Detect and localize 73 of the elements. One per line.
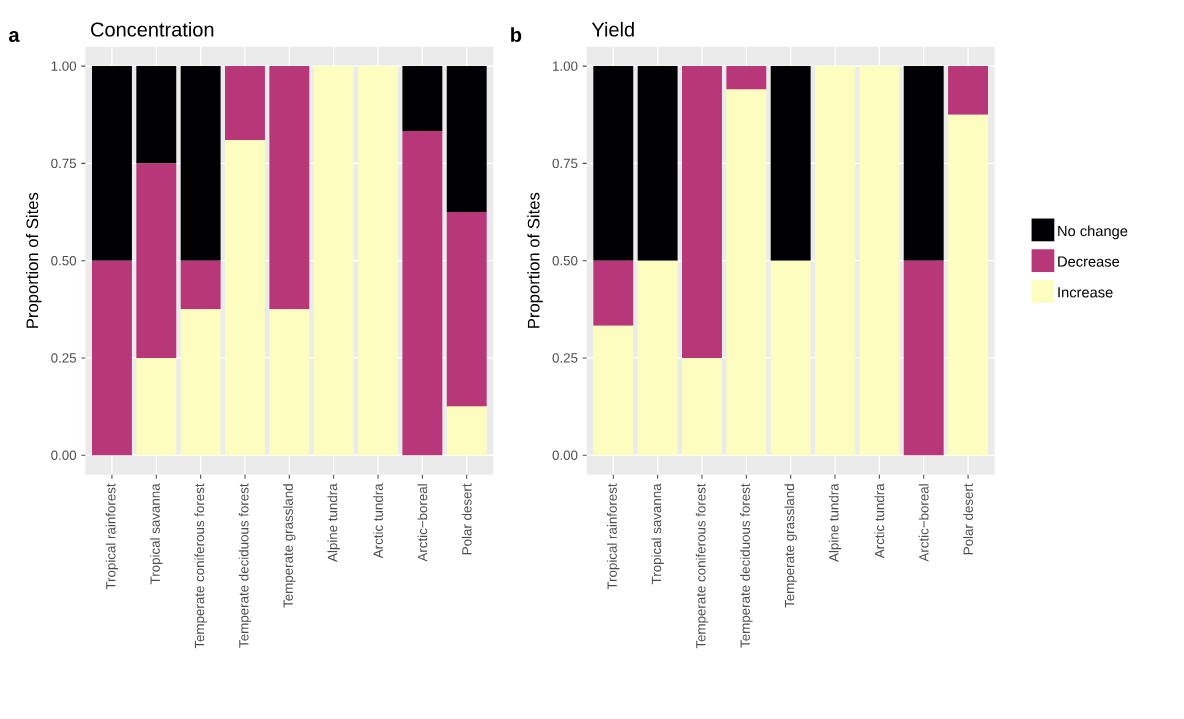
x-tick-label: Polar desert [461,483,472,555]
x-tick-label: Tropical rainforest [607,483,620,590]
bar [859,66,900,456]
x-tick-label: Tropical savanna [651,483,664,585]
bar [180,66,221,261]
x-tick-label: Tropical savanna [150,483,163,585]
bar [770,66,811,261]
legend-label: Decrease [1058,256,1120,267]
bar [948,114,989,456]
bar [948,66,989,115]
bar [402,131,443,456]
bar [136,163,177,359]
x-tick-label: Temperate grassland [283,484,296,608]
x-tick-label: Arctic−boreal [417,484,428,562]
bar [770,260,811,456]
x-tick-label: Tropical rainforest [105,483,119,590]
x-tick-label: Temperate deciduous forest [740,483,753,648]
bar [637,66,678,261]
bar [91,260,132,456]
bar [269,309,310,456]
bar [225,66,265,141]
bar [726,66,767,90]
bar [682,358,722,456]
y-tick-label: 0.25 [552,353,578,363]
bar [446,406,487,456]
x-tick-label: Arctic tundra [373,483,383,559]
legend-label: Increase [1058,287,1113,298]
y-tick-label: 0.50 [552,256,578,266]
chart-title: Yield [591,22,634,37]
y-axis-title: Proportion of Sites [25,192,42,329]
bar [91,66,132,261]
x-tick-label: Alpine tundra [828,483,842,563]
x-tick-label: Temperate deciduous forest [238,483,252,648]
bar [903,260,944,456]
x-tick-label: Temperate coniferous forest [194,483,207,649]
bar [593,66,634,261]
x-tick-label: Arctic−boreal [918,484,929,562]
y-tick-label: 0.00 [51,450,77,461]
bar [682,66,722,359]
x-tick-label: Temperate grassland [784,484,797,608]
legend-label: No change [1058,225,1128,240]
bar [815,66,855,456]
bar [313,66,354,456]
x-tick-label: Arctic tundra [874,483,885,559]
bar [593,325,634,456]
bar [358,66,398,456]
y-tick-label: 1.00 [553,61,578,71]
y-tick-label: 0.75 [552,158,578,169]
bar [136,358,177,456]
bar [903,66,944,261]
bar [446,66,487,213]
bar [180,260,221,310]
y-tick-label: 0.25 [51,353,77,363]
bar [726,89,767,456]
bar [136,66,177,164]
bar [446,212,487,407]
x-tick-label: Alpine tundra [327,483,340,563]
bar [637,260,678,456]
y-tick-label: 0.00 [552,450,578,461]
x-tick-label: Temperate coniferous forest [695,483,709,649]
x-tick-label: Polar desert [963,483,973,555]
text: a [9,31,20,43]
y-tick-label: 0.50 [51,256,77,266]
bar [593,260,634,326]
chart-title: Concentration [91,22,214,37]
y-tick-label: 1.00 [51,61,77,71]
y-tick-label: 0.75 [51,158,77,169]
bar [269,66,310,310]
y-axis-title: Proportion of Sites [527,192,543,329]
bar [225,140,265,456]
text: b [511,27,522,43]
bar [180,309,221,456]
bar [402,66,443,132]
